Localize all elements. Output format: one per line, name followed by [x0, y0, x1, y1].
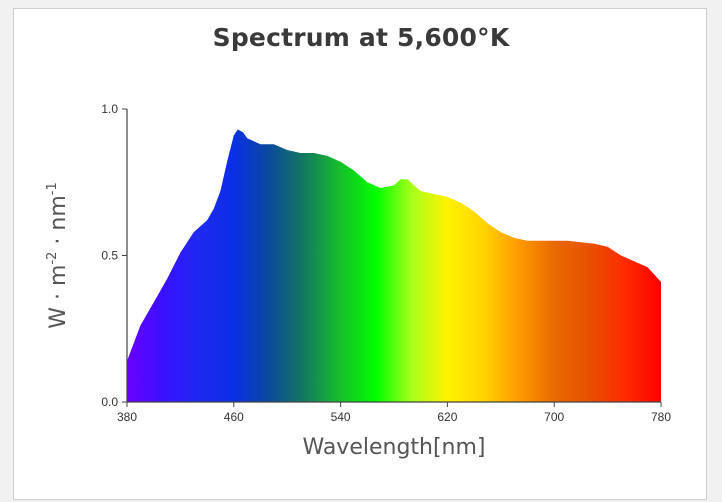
y-tick-label: 0.5 — [101, 249, 118, 263]
y-axis-ticks: 0.0 0.5 1.0 — [101, 102, 127, 409]
x-tick-label: 620 — [437, 410, 457, 424]
x-tick-label: 780 — [651, 410, 671, 424]
y-axis-title: W · m-2 · nm-1 — [45, 182, 71, 328]
chart-card: Spectrum at 5,600°K 380 460 540 620 700 780 0… — [13, 8, 707, 500]
y-tick-label: 1.0 — [101, 102, 118, 116]
x-axis-ticks: 380 460 540 620 700 780 — [117, 402, 671, 424]
chart-title: Spectrum at 5,600°K — [212, 23, 510, 52]
x-tick-label: 700 — [544, 410, 564, 424]
y-axis-title-sup1: -2 — [45, 252, 60, 265]
spectrum-chart: 380 460 540 620 700 780 0.0 0.5 1.0 Wavelength[… — [45, 102, 671, 460]
x-tick-label: 540 — [331, 410, 351, 424]
x-axis-title: Wavelength[nm] — [302, 435, 485, 460]
x-tick-label: 380 — [117, 410, 137, 424]
y-axis-title-sup2: -1 — [45, 182, 60, 195]
y-tick-label: 0.0 — [101, 395, 118, 409]
spectrum-area — [127, 129, 661, 402]
x-tick-label: 460 — [224, 410, 244, 424]
y-axis-title-mid: · nm — [46, 195, 71, 251]
y-axis-title-base: W · m — [46, 265, 71, 329]
